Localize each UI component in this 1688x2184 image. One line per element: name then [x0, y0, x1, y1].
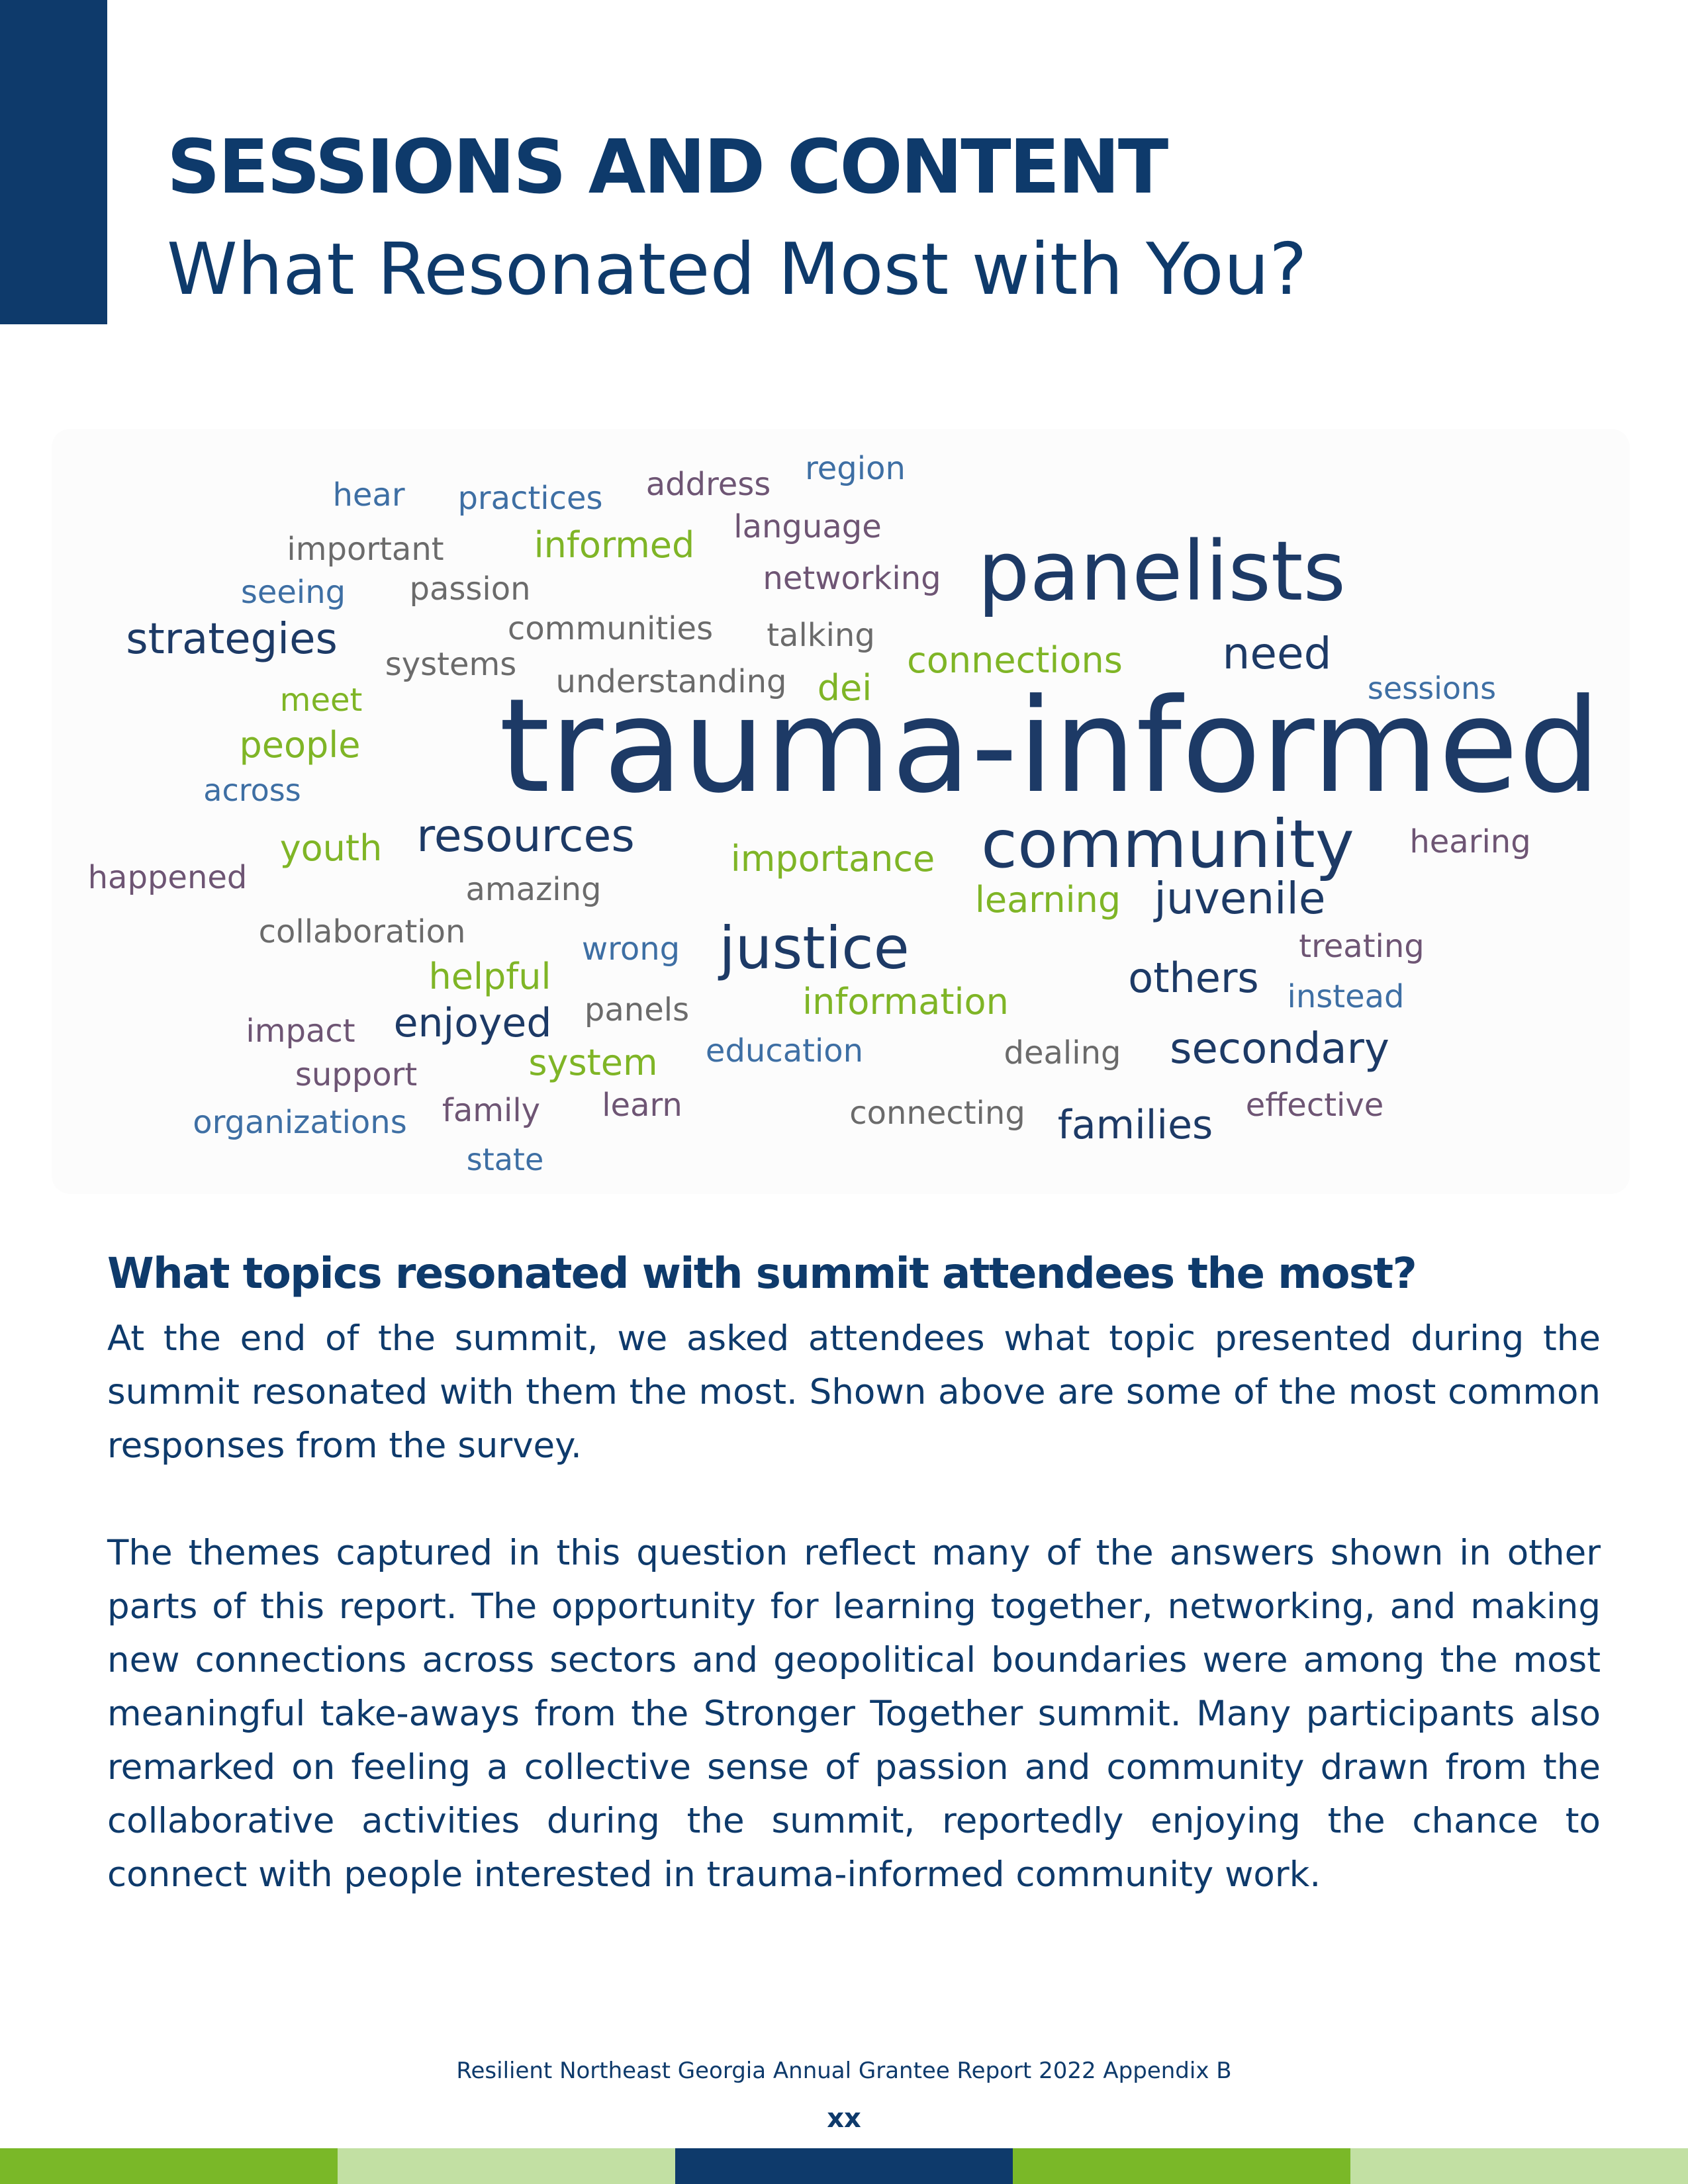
word-cloud: trauma-informed panelists community just… [52, 429, 1630, 1194]
word-cloud-word: system [528, 1042, 658, 1083]
word-cloud-word: important [287, 531, 444, 568]
word-cloud-word: wrong [581, 931, 680, 968]
word-cloud-word: meet [279, 682, 363, 719]
word-cloud-word: families [1057, 1102, 1213, 1148]
word-cloud-word: connections [907, 639, 1123, 681]
word-cloud-word: organizations [193, 1104, 407, 1141]
word-cloud-word: communities [507, 610, 714, 647]
word-cloud-word: enjoyed [393, 1000, 552, 1046]
section-heading: What topics resonated with summit attend… [107, 1250, 1417, 1298]
word-cloud-word: importance [730, 838, 935, 880]
footer-bar-segment [1013, 2148, 1350, 2184]
word-cloud-word: seeing [240, 574, 346, 611]
word-cloud-word: hear [332, 477, 405, 514]
word-cloud-word: instead [1287, 978, 1405, 1015]
footer-bar-segment [338, 2148, 675, 2184]
word-cloud-word: practices [457, 480, 603, 517]
body-paragraph-2: The themes captured in this question ref… [107, 1533, 1601, 1895]
word-cloud-word: address [645, 466, 771, 503]
footer-bar-segment [1350, 2148, 1688, 2184]
word-cloud-word: dealing [1004, 1034, 1121, 1071]
word-cloud-word: impact [246, 1013, 355, 1050]
footer-bar-segment [0, 2148, 338, 2184]
word-cloud-word: understanding [555, 663, 787, 700]
word-cloud-word: treating [1299, 928, 1425, 965]
page-subtitle: What Resonated Most with You? [167, 228, 1307, 311]
word-cloud-word: language [733, 508, 882, 545]
word-cloud-word: happened [87, 859, 248, 896]
word-cloud-word: effective [1245, 1087, 1384, 1124]
word-cloud-word: networking [763, 560, 941, 597]
word-cloud-word: support [295, 1056, 418, 1093]
word-cloud-word: sessions [1367, 670, 1497, 706]
footer-color-bar [0, 2148, 1688, 2184]
word-cloud-word: information [802, 981, 1009, 1023]
word-cloud-word: across [203, 772, 301, 808]
word-cloud-word: region [805, 450, 906, 487]
page-title: SESSIONS AND CONTENT [167, 124, 1168, 210]
word-cloud-word: informed [534, 524, 695, 566]
page-number: xx [827, 2103, 861, 2134]
word-cloud-word: youth [279, 827, 383, 869]
word-cloud-word: need [1222, 628, 1332, 679]
word-cloud-word: trauma-informed [498, 671, 1601, 822]
footer-bar-segment [675, 2148, 1013, 2184]
header-accent-bar [0, 0, 107, 324]
word-cloud-word: helpful [428, 956, 551, 997]
word-cloud-word: strategies [126, 615, 338, 664]
word-cloud-word: learn [602, 1087, 682, 1124]
word-cloud-word: panels [584, 991, 690, 1028]
word-cloud-word: resources [416, 810, 635, 862]
word-cloud-word: panelists [977, 524, 1346, 619]
word-cloud-word: people [239, 724, 361, 766]
body-paragraph-1: At the end of the summit, we asked atten… [107, 1318, 1601, 1466]
word-cloud-word: state [466, 1142, 544, 1177]
word-cloud-word: amazing [465, 871, 602, 908]
word-cloud-word: dei [817, 667, 872, 709]
footer-report-title: Resilient Northeast Georgia Annual Grant… [456, 2058, 1232, 2084]
word-cloud-word: community [981, 805, 1354, 883]
word-cloud-word: systems [385, 646, 517, 683]
word-cloud-word: hearing [1409, 823, 1531, 860]
word-cloud-word: connecting [849, 1095, 1025, 1132]
word-cloud-word: education [705, 1032, 864, 1069]
word-cloud-word: secondary [1170, 1024, 1389, 1073]
word-cloud-word: juvenile [1154, 873, 1326, 924]
word-cloud-word: justice [719, 914, 910, 982]
word-cloud-word: learning [974, 879, 1121, 921]
word-cloud-word: others [1128, 954, 1259, 1002]
word-cloud-word: passion [409, 570, 531, 608]
word-cloud-word: talking [767, 617, 875, 654]
word-cloud-word: family [442, 1092, 541, 1129]
word-cloud-word: collaboration [258, 913, 466, 950]
